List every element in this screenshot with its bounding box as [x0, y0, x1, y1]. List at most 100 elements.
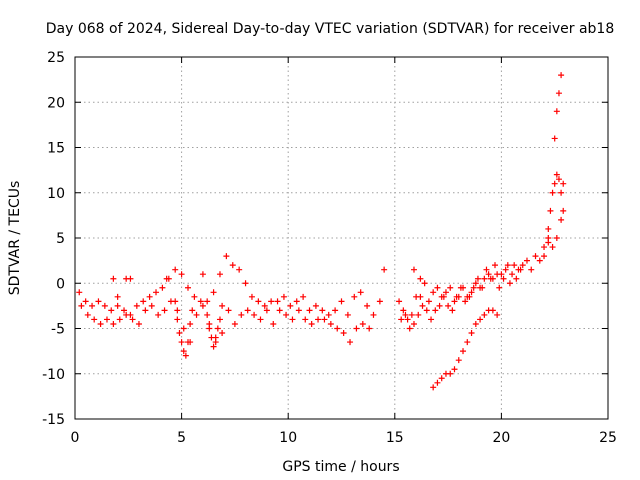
data-point — [447, 370, 454, 377]
data-point — [114, 293, 121, 300]
data-point — [376, 298, 383, 305]
data-point — [293, 298, 300, 305]
data-point — [133, 302, 140, 309]
data-point — [370, 311, 377, 318]
data-point — [457, 284, 464, 291]
data-point — [547, 207, 554, 214]
data-point — [472, 320, 479, 327]
data-point — [359, 320, 366, 327]
data-point — [270, 320, 277, 327]
y-axis-label: SDTVAR / TECUs — [7, 181, 23, 296]
data-point — [84, 311, 91, 318]
data-point — [381, 266, 388, 273]
data-point — [472, 280, 479, 287]
data-point — [103, 316, 110, 323]
data-point — [302, 316, 309, 323]
data-point — [502, 266, 509, 273]
data-point — [558, 72, 565, 79]
data-point — [306, 307, 313, 314]
data-point — [146, 293, 153, 300]
data-point — [410, 266, 417, 273]
data-point — [300, 293, 307, 300]
data-point — [353, 325, 360, 332]
y-tick-label: 20 — [47, 95, 65, 111]
data-point — [161, 307, 168, 314]
data-point — [398, 316, 405, 323]
data-point — [551, 180, 558, 187]
data-point — [421, 280, 428, 287]
data-point — [541, 244, 548, 251]
y-tick-label: -15 — [42, 412, 65, 428]
data-point — [127, 275, 134, 282]
series-rise — [541, 72, 567, 260]
data-point — [440, 293, 447, 300]
data-point — [483, 266, 490, 273]
data-point — [489, 307, 496, 314]
data-point — [468, 289, 475, 296]
data-point — [321, 316, 328, 323]
data-point — [238, 311, 245, 318]
series-low-arc — [430, 307, 501, 391]
data-point — [140, 298, 147, 305]
data-point — [283, 311, 290, 318]
data-point — [174, 316, 181, 323]
y-tick-label: -10 — [42, 367, 65, 383]
data-point — [159, 284, 166, 291]
data-point — [116, 316, 123, 323]
data-point — [148, 302, 155, 309]
data-point — [442, 289, 449, 296]
data-point — [263, 307, 270, 314]
data-point — [261, 302, 268, 309]
data-point — [204, 311, 211, 318]
data-point — [268, 298, 275, 305]
data-point — [430, 289, 437, 296]
data-point — [519, 262, 526, 269]
data-point — [479, 284, 486, 291]
data-point — [447, 284, 454, 291]
y-tick-label: 0 — [56, 276, 65, 292]
data-point — [182, 352, 189, 359]
data-point — [216, 271, 223, 278]
data-point — [229, 262, 236, 269]
series-dip-5h — [172, 298, 196, 359]
plot-frame — [74, 56, 609, 420]
y-tick-label: 5 — [56, 231, 65, 247]
data-point — [344, 311, 351, 318]
data-point — [199, 302, 206, 309]
y-tick-label: 25 — [47, 50, 65, 66]
data-point — [214, 325, 221, 332]
data-point — [319, 307, 326, 314]
data-point — [494, 311, 501, 318]
data-point — [208, 334, 215, 341]
series-band-c — [396, 239, 552, 323]
data-point — [172, 298, 179, 305]
data-point — [506, 280, 513, 287]
data-point — [351, 293, 358, 300]
data-point — [225, 307, 232, 314]
data-point — [242, 280, 249, 287]
data-point — [334, 325, 341, 332]
data-point — [101, 302, 108, 309]
data-point — [428, 316, 435, 323]
x-tick-label: 0 — [71, 430, 80, 446]
data-point — [477, 316, 484, 323]
data-point — [474, 275, 481, 282]
data-point — [545, 235, 552, 241]
data-point — [498, 271, 505, 278]
y-tick-label: -5 — [51, 322, 65, 338]
data-point — [438, 375, 445, 382]
x-tick-label: 25 — [599, 430, 617, 446]
data-point — [432, 307, 439, 314]
data-point — [553, 235, 560, 241]
data-point — [481, 275, 488, 282]
data-point — [558, 216, 565, 223]
data-point — [528, 266, 535, 273]
data-point — [199, 271, 206, 278]
data-point — [558, 189, 565, 196]
data-point — [97, 320, 104, 327]
x-tick-label: 5 — [177, 430, 186, 446]
data-point — [338, 298, 345, 305]
data-point — [129, 316, 136, 323]
data-point — [135, 320, 142, 327]
